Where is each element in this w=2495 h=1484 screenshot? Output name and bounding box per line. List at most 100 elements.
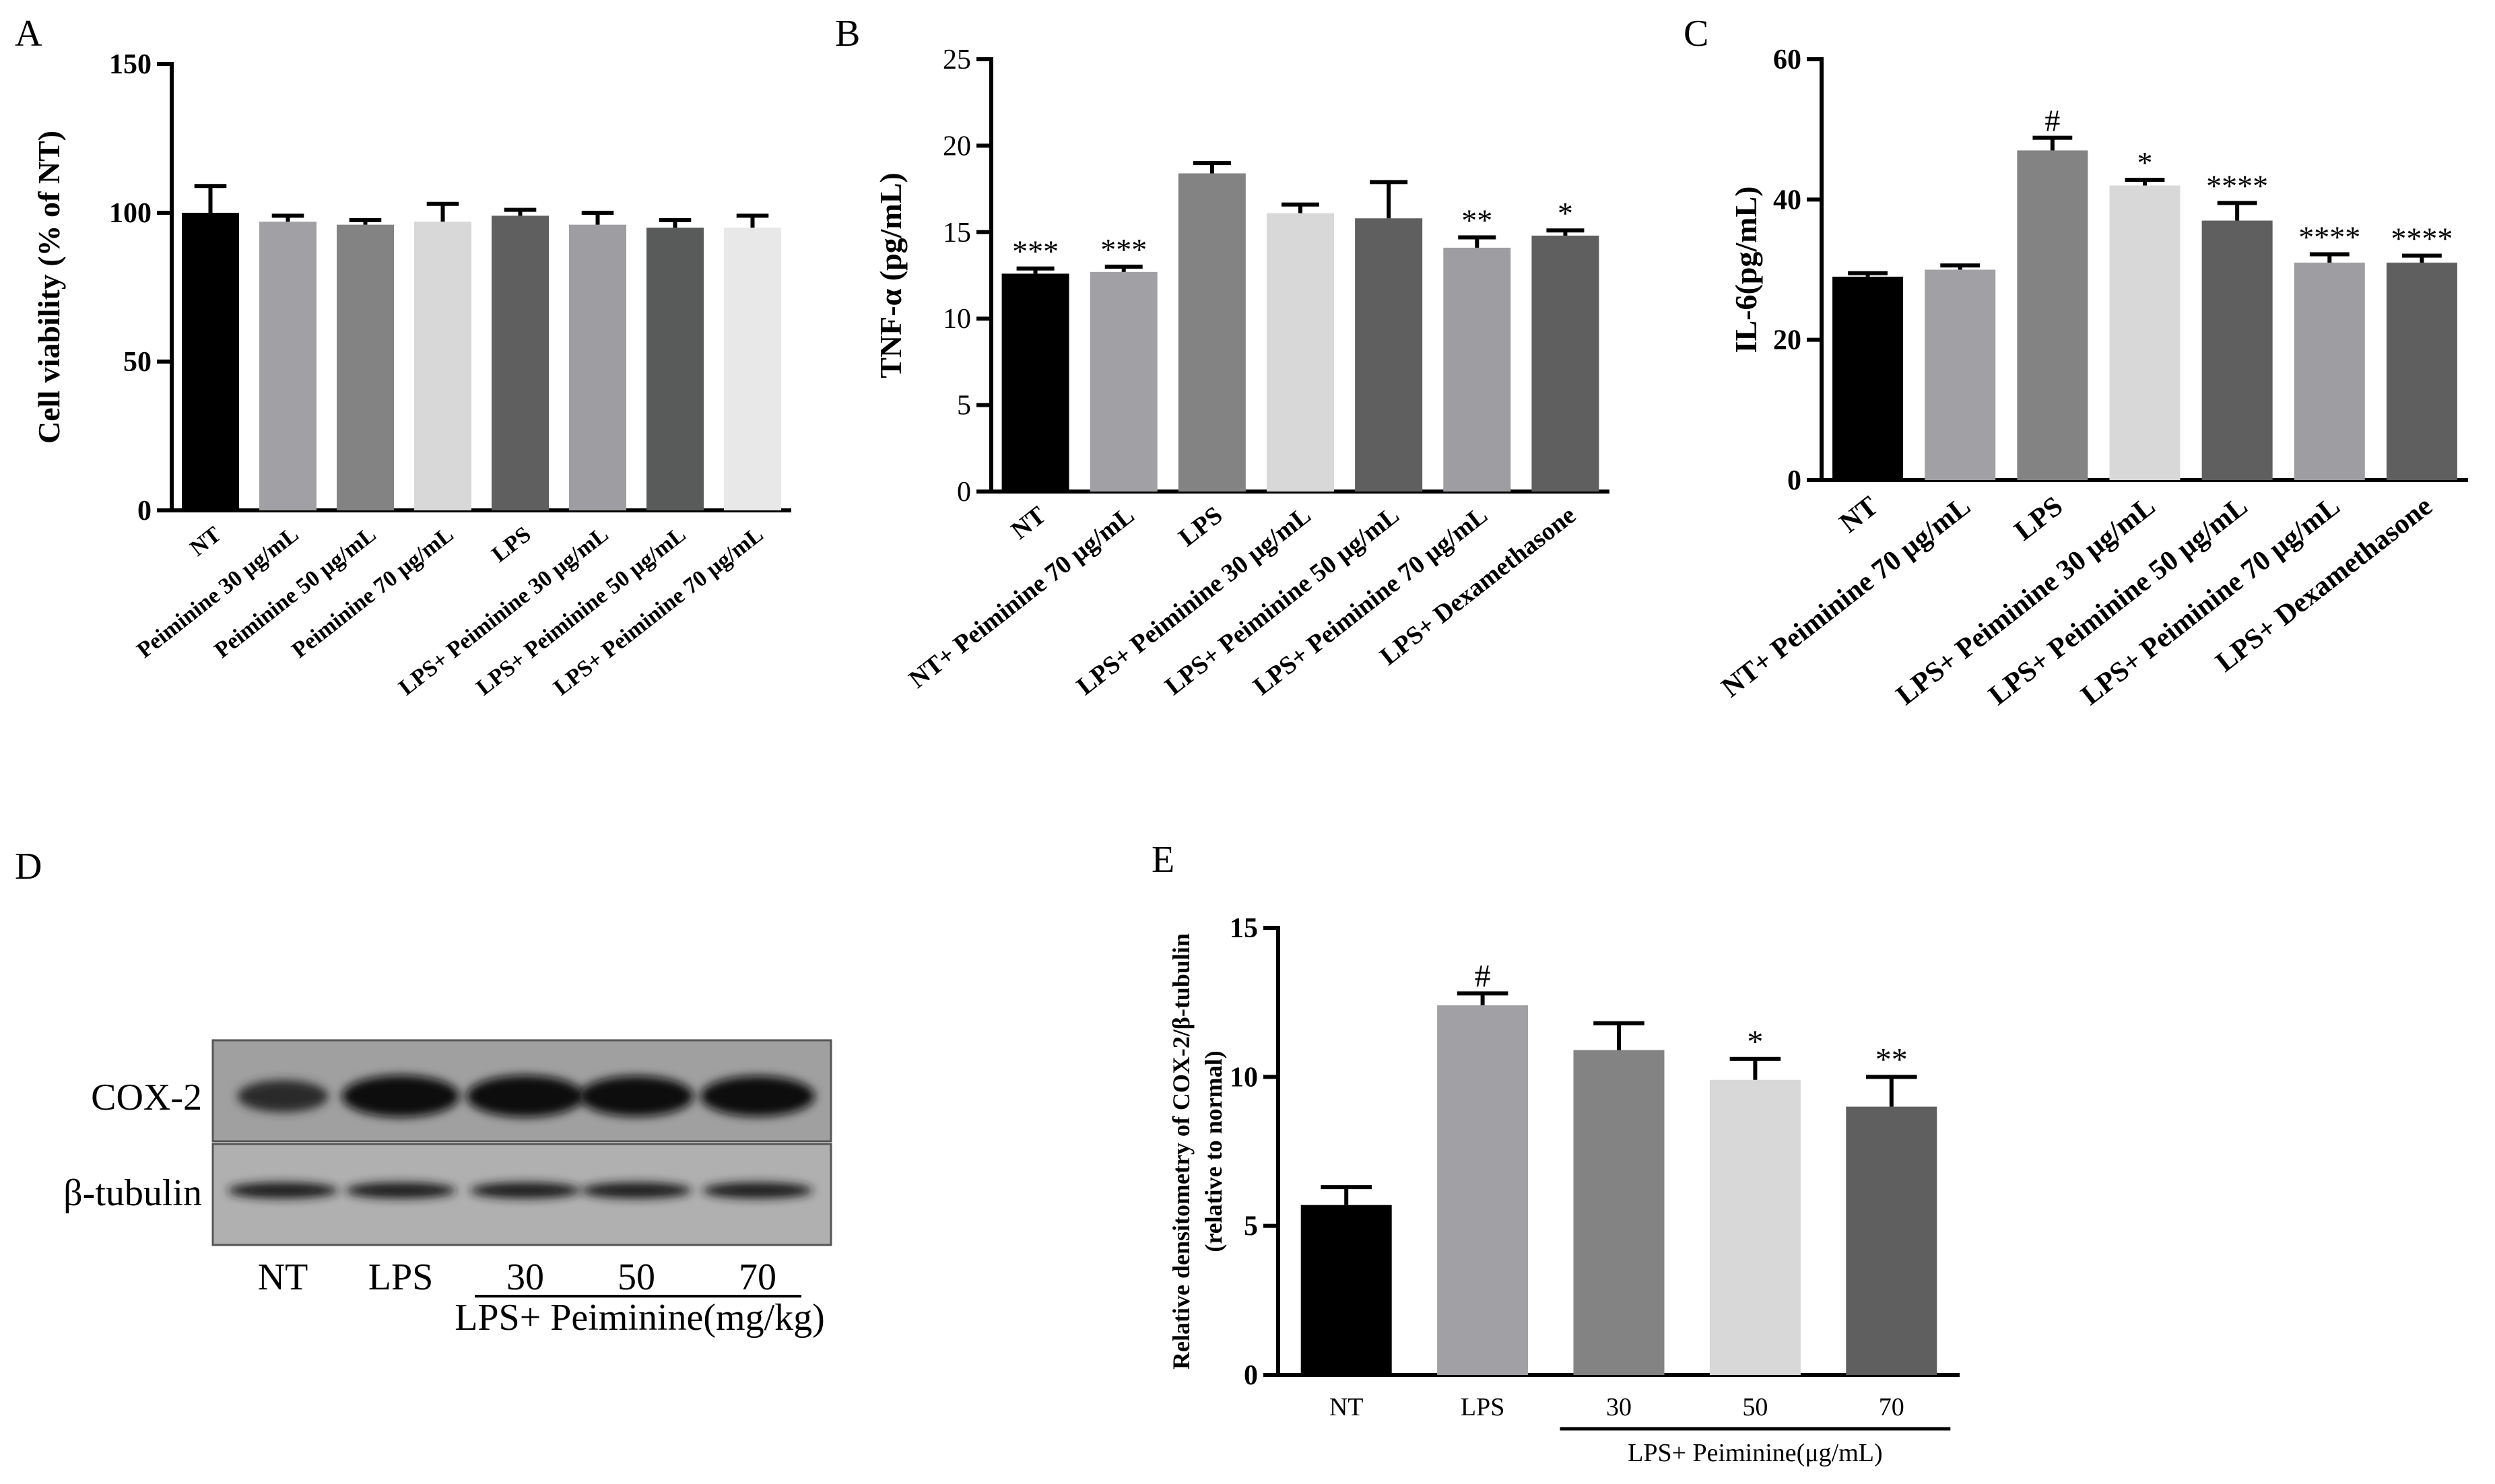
y-axis-title: TNF-α (pg/mL) (873, 172, 908, 378)
bar (414, 222, 471, 510)
blot-lane-label-50: 50 (618, 1256, 655, 1298)
bar (2294, 263, 2365, 480)
bar (1437, 1005, 1529, 1375)
significance-marker: **** (2206, 169, 2268, 203)
x-tick-label: LPS (488, 522, 536, 568)
panel-label-e: E (1152, 839, 1174, 881)
tubulin-band (345, 1182, 456, 1199)
group-label: LPS+ Peiminine(μg/mL) (1628, 1439, 1883, 1467)
significance-marker: **** (2391, 222, 2453, 256)
bar (2017, 150, 2088, 480)
bar (182, 213, 239, 510)
y-tick-label: 100 (109, 198, 152, 229)
y-tick-label: 10 (943, 304, 971, 335)
x-tick-label: 50 (1742, 1393, 1768, 1421)
y-tick-label: 20 (1773, 325, 1801, 356)
y-tick-label: 50 (123, 347, 152, 378)
y-tick-label: 0 (137, 496, 152, 527)
bar (1090, 271, 1158, 492)
y-tick-label: 10 (1230, 1062, 1258, 1093)
y-axis-title-line2: (relative to normal) (1200, 1050, 1227, 1252)
cox2-band (237, 1080, 329, 1112)
significance-marker: ** (1875, 1042, 1908, 1077)
y-tick-label: 0 (957, 477, 971, 508)
x-tick-label: LPS (2009, 491, 2069, 547)
significance-marker: * (2137, 145, 2153, 180)
y-tick-label: 15 (1230, 913, 1258, 944)
x-tick-label: NT (185, 522, 226, 561)
x-tick-label: 30 (1606, 1393, 1632, 1421)
bar (646, 228, 704, 510)
bar (2386, 263, 2457, 480)
bar (1925, 269, 1996, 480)
chart-e-cox2-densitometry: 0 5 10 15 Relative densitometry of COX-2/β-t… (1168, 913, 1960, 1467)
y-tick-label: 0 (1787, 465, 1801, 496)
blot-group-label: LPS+ Peiminine(mg/kg) (455, 1297, 825, 1339)
significance-marker: *** (1100, 232, 1147, 267)
tubulin-band (581, 1182, 692, 1199)
significance-marker: # (1475, 958, 1491, 994)
significance-marker: * (1747, 1024, 1763, 1060)
bar (2201, 220, 2273, 480)
blot-lane-label-nt: NT (258, 1256, 308, 1298)
x-tick-label: 70 (1879, 1393, 1904, 1421)
tubulin-band (702, 1182, 813, 1199)
significance-marker: ** (1461, 203, 1492, 238)
significance-marker: # (2044, 104, 2060, 138)
y-tick-label: 25 (943, 44, 971, 75)
cox2-band (579, 1075, 694, 1117)
y-tick-label: 15 (943, 217, 971, 248)
cox2-band (466, 1075, 585, 1118)
y-tick-label: 150 (109, 49, 152, 80)
bar (1573, 1050, 1665, 1375)
significance-marker: * (1558, 196, 1573, 230)
bar (1267, 213, 1334, 492)
bar (724, 228, 781, 510)
x-tick-label: LPS (1461, 1393, 1504, 1421)
bar (337, 224, 394, 510)
bar (1846, 1106, 1937, 1375)
bar (1355, 218, 1423, 492)
y-tick-label: 40 (1773, 184, 1801, 215)
blot-lane-label-70: 70 (739, 1256, 776, 1298)
y-axis-title: Cell viability (% of NT) (32, 131, 66, 444)
y-tick-label: 5 (957, 391, 971, 421)
panel-label-c: C (1684, 13, 1708, 55)
blot-lane-label-30: 30 (506, 1256, 544, 1298)
bar (1300, 1205, 1392, 1375)
blot-bands (228, 1075, 815, 1199)
panel-label-b: B (835, 13, 860, 55)
y-tick-label: 5 (1244, 1211, 1258, 1242)
panel-label-a: A (15, 13, 42, 55)
blot-row-label-tubulin: β-tubulin (63, 1172, 202, 1214)
x-tick-label: LPS (1174, 501, 1228, 552)
bar (1709, 1079, 1801, 1375)
cox2-band (341, 1075, 460, 1118)
tubulin-band (470, 1182, 580, 1199)
blot-lane-label-lps: LPS (368, 1256, 434, 1298)
x-tick-label: NT (1834, 491, 1884, 539)
y-axis-title: IL-6(pg/mL) (1729, 187, 1763, 353)
bar (1443, 247, 1511, 492)
cox2-band (700, 1075, 815, 1117)
bar (259, 222, 317, 510)
y-tick-label: 60 (1773, 44, 1801, 75)
x-tick-label: NT (1006, 501, 1051, 545)
bar (1531, 235, 1599, 492)
significance-marker: *** (1012, 234, 1059, 269)
bar (492, 215, 549, 510)
western-blot-panel: COX-2 β-tubulin NT LPS 30 50 70 LPS+ Pei… (63, 1039, 832, 1339)
significance-marker: **** (2298, 220, 2360, 255)
tubulin-band (228, 1182, 338, 1199)
blot-row-label-cox2: COX-2 (91, 1077, 202, 1118)
bar (1178, 173, 1246, 492)
y-axis-title: Relative densitometry of COX-2/β-tubulin (1168, 933, 1195, 1370)
bar (1832, 276, 1904, 480)
y-tick-label: 0 (1244, 1360, 1258, 1391)
bar (2109, 185, 2181, 480)
panel-label-d: D (15, 846, 42, 887)
